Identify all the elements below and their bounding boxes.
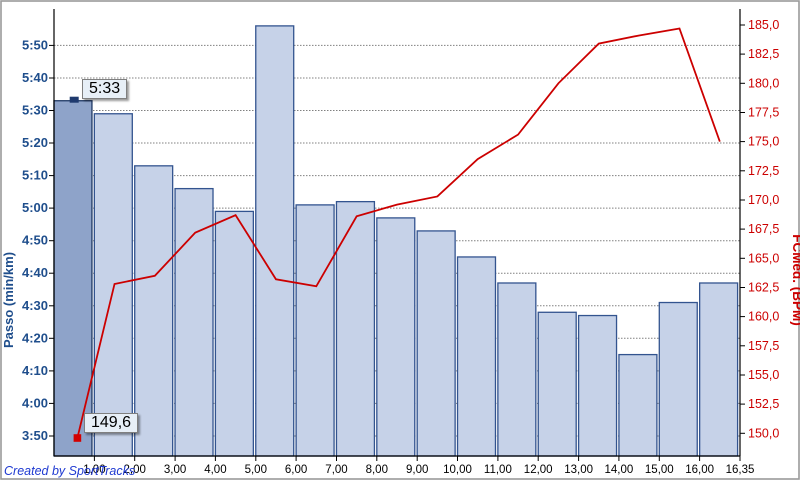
svg-text:5:10: 5:10 <box>22 168 48 183</box>
svg-text:172,5: 172,5 <box>748 164 779 178</box>
svg-text:152,5: 152,5 <box>748 397 779 411</box>
svg-text:13,00: 13,00 <box>564 464 593 476</box>
svg-text:162,5: 162,5 <box>748 281 779 295</box>
svg-text:155,0: 155,0 <box>748 368 779 382</box>
svg-text:11,00: 11,00 <box>484 464 512 476</box>
svg-text:4:20: 4:20 <box>22 330 48 345</box>
svg-text:8,00: 8,00 <box>366 464 388 476</box>
svg-text:16,35: 16,35 <box>726 464 755 476</box>
svg-text:185,0: 185,0 <box>748 18 779 32</box>
svg-text:175,0: 175,0 <box>748 135 779 149</box>
svg-text:150,0: 150,0 <box>748 426 779 440</box>
svg-text:FCMed. (BPM): FCMed. (BPM) <box>790 234 800 326</box>
svg-text:5:40: 5:40 <box>22 70 48 85</box>
svg-text:180,0: 180,0 <box>748 76 779 90</box>
svg-text:5:00: 5:00 <box>22 200 48 215</box>
svg-text:167,5: 167,5 <box>748 222 779 236</box>
svg-text:15,00: 15,00 <box>645 464 674 476</box>
svg-text:182,5: 182,5 <box>748 47 779 61</box>
svg-text:12,00: 12,00 <box>524 464 553 476</box>
svg-text:6,00: 6,00 <box>285 464 307 476</box>
svg-text:4:40: 4:40 <box>22 265 48 280</box>
svg-text:177,5: 177,5 <box>748 106 779 120</box>
svg-text:3:50: 3:50 <box>22 428 48 443</box>
svg-text:165,0: 165,0 <box>748 251 779 265</box>
svg-text:170,0: 170,0 <box>748 193 779 207</box>
svg-text:7,00: 7,00 <box>325 464 347 476</box>
svg-text:157,5: 157,5 <box>748 339 779 353</box>
svg-text:4:50: 4:50 <box>22 233 48 248</box>
svg-text:14,00: 14,00 <box>605 464 634 476</box>
svg-text:5:50: 5:50 <box>22 37 48 52</box>
svg-text:16,00: 16,00 <box>685 464 714 476</box>
svg-text:9,00: 9,00 <box>406 464 428 476</box>
svg-text:10,00: 10,00 <box>443 464 472 476</box>
svg-text:4:00: 4:00 <box>22 395 48 410</box>
svg-text:Passo (min/km): Passo (min/km) <box>1 252 16 348</box>
svg-text:5,00: 5,00 <box>245 464 267 476</box>
svg-text:4:10: 4:10 <box>22 363 48 378</box>
svg-text:4,00: 4,00 <box>204 464 226 476</box>
svg-text:3,00: 3,00 <box>164 464 186 476</box>
svg-text:5:30: 5:30 <box>22 103 48 118</box>
svg-text:160,0: 160,0 <box>748 310 779 324</box>
svg-text:5:20: 5:20 <box>22 135 48 150</box>
svg-text:4:30: 4:30 <box>22 298 48 313</box>
